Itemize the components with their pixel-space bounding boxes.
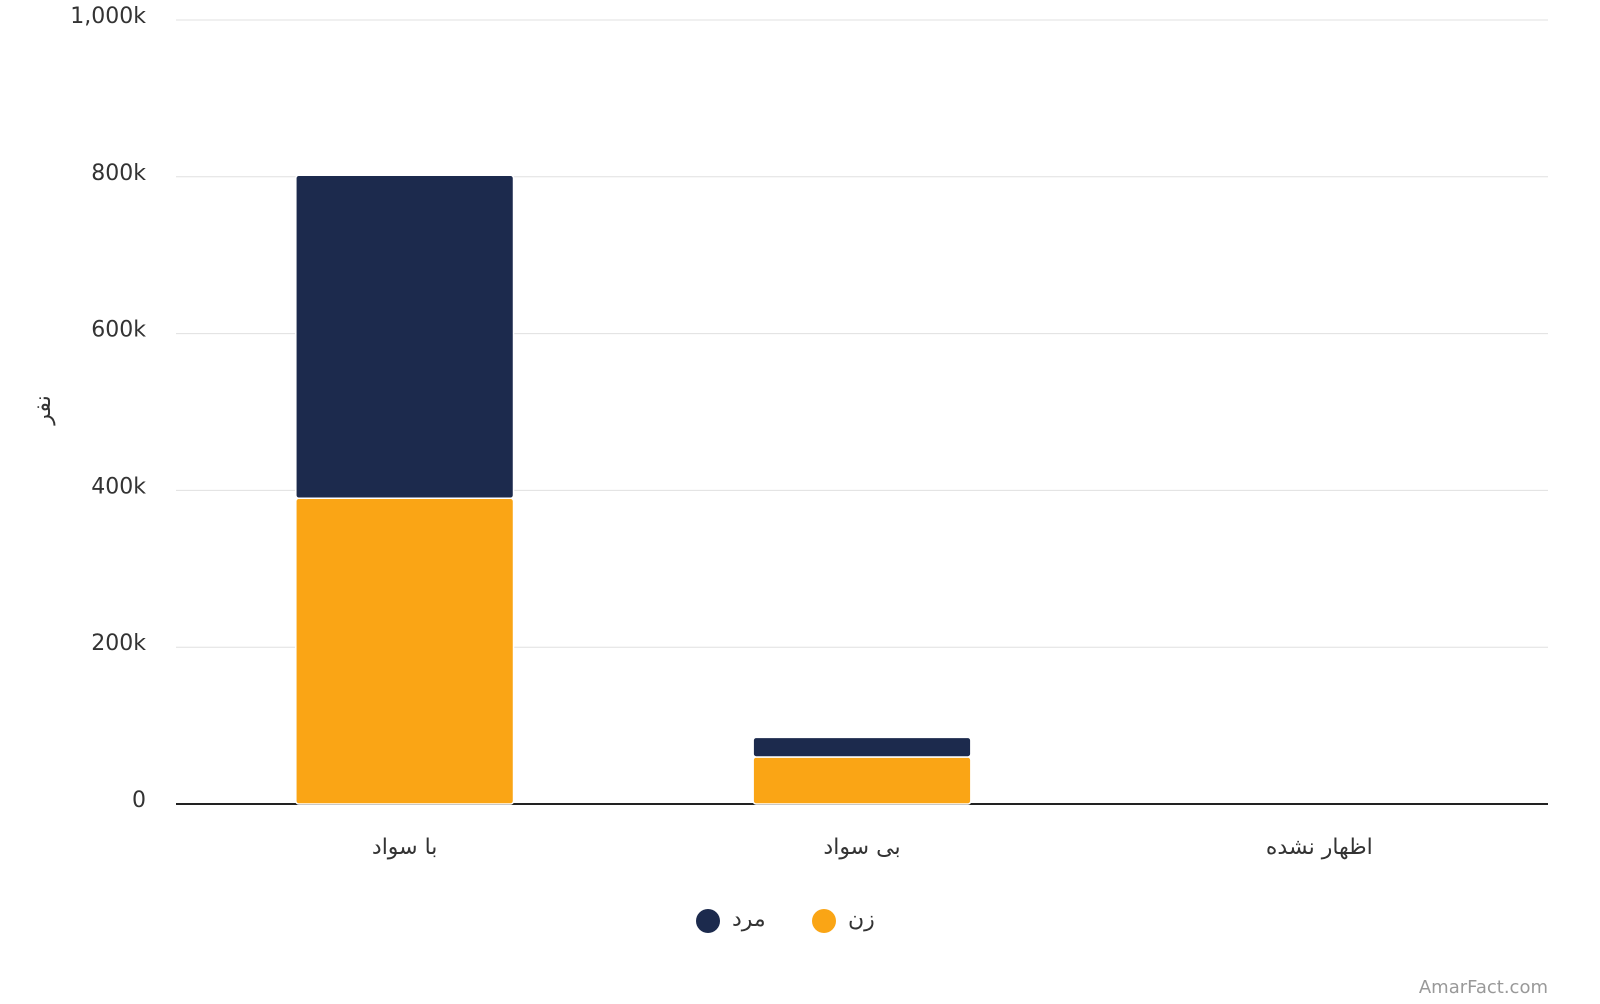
bar-segment bbox=[752, 736, 972, 758]
bar-segment bbox=[295, 497, 515, 805]
y-tick-label: 600k bbox=[91, 318, 146, 343]
legend-marker bbox=[696, 909, 720, 933]
x-tick-label: بی سواد bbox=[823, 835, 900, 860]
y-tick-label: 0 bbox=[132, 788, 146, 813]
x-tick-label: اظهار نشده bbox=[1266, 835, 1373, 860]
y-axis-label: نفر bbox=[31, 395, 56, 425]
bar-segment bbox=[295, 174, 515, 499]
legend-label: زن bbox=[848, 907, 875, 932]
watermark: AmarFact.com bbox=[1419, 977, 1548, 998]
y-tick-label: 200k bbox=[91, 631, 146, 656]
bar-segment bbox=[752, 756, 972, 805]
y-tick-label: 1,000k bbox=[70, 4, 146, 29]
x-tick-label: با سواد bbox=[372, 835, 438, 860]
y-tick-label: 400k bbox=[91, 474, 146, 499]
legend-marker bbox=[812, 909, 836, 933]
y-tick-label: 800k bbox=[91, 161, 146, 186]
legend-label: مرد bbox=[732, 907, 766, 932]
